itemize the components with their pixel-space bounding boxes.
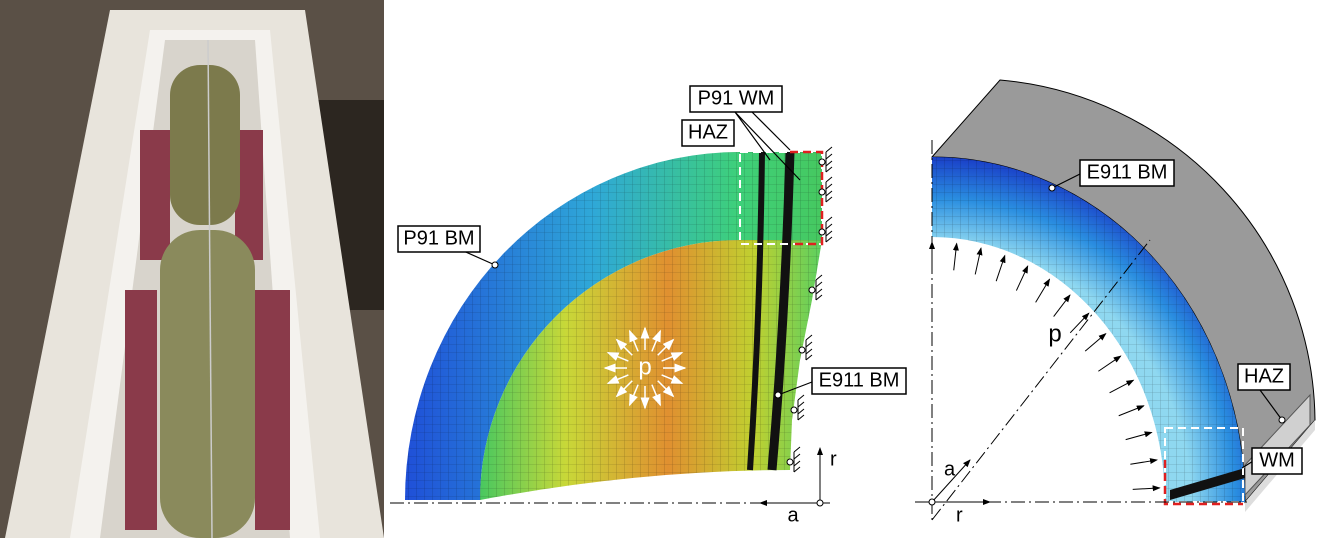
pressure-arrow (975, 248, 981, 274)
label: r (956, 504, 963, 526)
fe-model-middle: P91 WM HAZ P91 BM E911 BM p r a (390, 86, 906, 526)
label: E911 BM (1087, 161, 1168, 183)
photo (0, 0, 384, 538)
pressure-arrow (1110, 380, 1134, 393)
figure: P91 WM HAZ P91 BM E911 BM p r a E911 BM … (0, 0, 1331, 538)
pressure-arrow (1036, 279, 1050, 302)
fe-model-right: E911 BM HAZ WM p a r (915, 80, 1315, 526)
support (826, 177, 832, 202)
support (826, 217, 832, 242)
label: a (787, 504, 799, 526)
label: p (1048, 320, 1061, 347)
label: HAZ (1244, 365, 1284, 387)
support (819, 229, 825, 235)
label: P91 WM (698, 87, 775, 109)
pressure-arrow (1098, 356, 1120, 371)
label: WM (1259, 449, 1295, 471)
support (809, 287, 815, 293)
label: E911 BM (819, 369, 900, 391)
pressure-arrow (996, 256, 1005, 282)
pressure-arrow (1016, 266, 1027, 291)
pressure-arrow (1130, 460, 1157, 464)
support (816, 275, 822, 300)
pressure-arrow (954, 244, 957, 271)
support (799, 347, 805, 353)
support (798, 395, 804, 420)
support (826, 147, 832, 172)
pressure-arrow (1133, 488, 1160, 489)
label: r (830, 448, 837, 470)
label: HAZ (688, 121, 728, 143)
label: p (638, 353, 651, 380)
support (819, 189, 825, 195)
label: P91 BM (403, 227, 474, 249)
support (791, 407, 797, 413)
support (806, 335, 812, 360)
label: a (944, 458, 956, 480)
pressure-arrow (1119, 406, 1144, 416)
pressure-arrow (1054, 295, 1070, 316)
support (819, 159, 825, 165)
pressure-arrow (1126, 432, 1152, 439)
pressure-arrow (1085, 334, 1106, 351)
support (787, 459, 793, 465)
support (794, 447, 800, 472)
